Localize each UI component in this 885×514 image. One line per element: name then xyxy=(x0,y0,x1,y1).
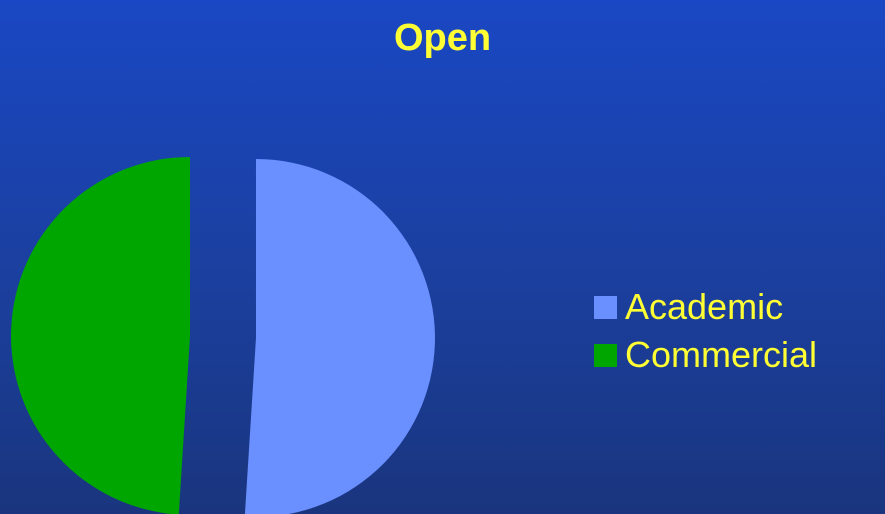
legend-item-commercial[interactable]: Commercial xyxy=(594,331,817,379)
pie-slice-commercial xyxy=(11,156,191,514)
legend-label-commercial: Commercial xyxy=(625,334,818,375)
legend-item-academic[interactable]: Academic xyxy=(594,283,817,331)
legend: Academic Commercial xyxy=(594,283,817,379)
pie-slice-academic xyxy=(244,159,435,514)
legend-swatch-commercial xyxy=(594,343,617,367)
chart-title: Open xyxy=(393,17,492,59)
legend-swatch-academic xyxy=(594,295,617,319)
legend-label-academic: Academic xyxy=(625,286,784,327)
